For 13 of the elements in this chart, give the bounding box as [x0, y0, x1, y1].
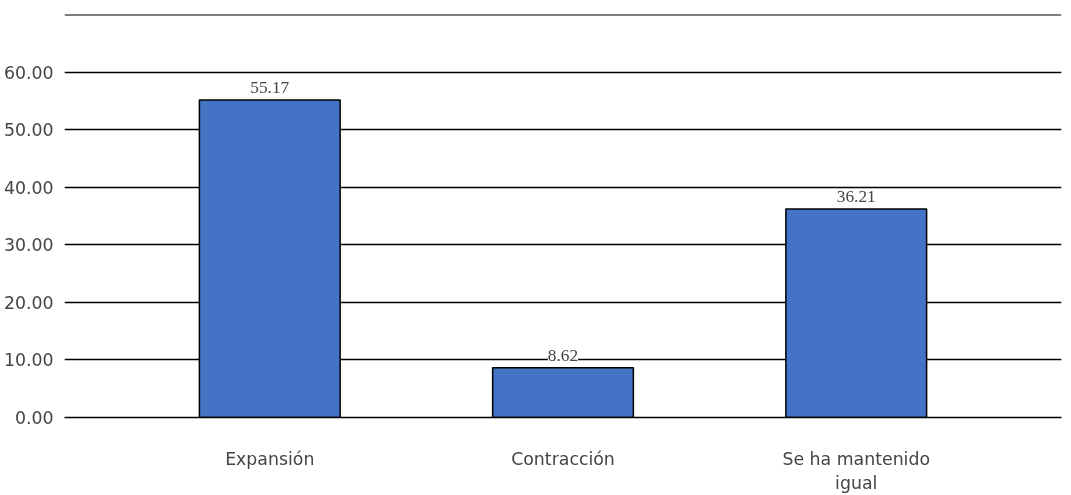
y-tick-label: 0.00	[14, 408, 54, 428]
y-tick-label: 30.00	[3, 235, 54, 256]
y-tick-label: 10.00	[3, 350, 54, 371]
y-tick-label: 50.00	[3, 120, 54, 141]
data-label: 8.62	[547, 345, 579, 365]
x-tick-label: Expansión	[225, 448, 315, 469]
x-tick-label: Se ha mantenido igual	[782, 448, 931, 493]
x-tick-label: Contracción	[511, 448, 615, 469]
y-tick-label: 20.00	[3, 292, 54, 313]
y-tick-label: 40.00	[3, 177, 54, 198]
data-label: 55.17	[250, 77, 290, 97]
y-tick-label: 60.00	[3, 62, 54, 83]
data-label: 36.21	[836, 187, 876, 207]
